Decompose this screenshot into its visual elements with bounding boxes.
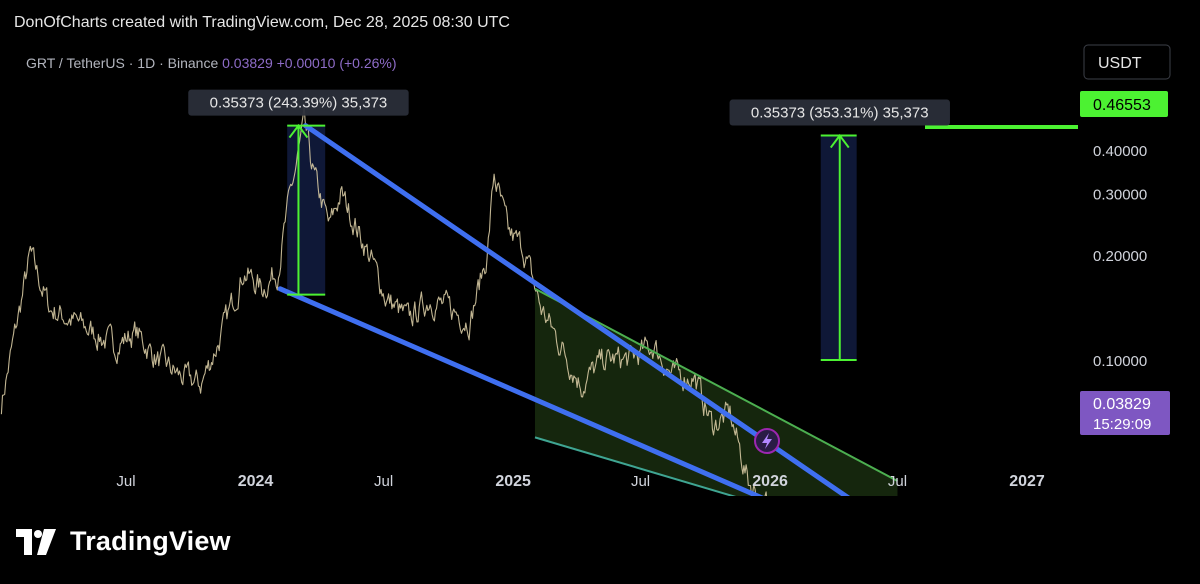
price-series-line <box>0 105 768 496</box>
x-tick-label: 2025 <box>495 473 531 490</box>
measurement-label-1: 0.35373 (243.39%) 35,373 <box>210 95 388 112</box>
symbol-interval: 1D <box>137 55 155 71</box>
channel-upper-line <box>534 287 898 482</box>
y-tick-label: 0.40000 <box>1093 143 1147 160</box>
footer-branding: TradingView <box>16 526 231 557</box>
target-price-label: 0.46553 <box>1080 91 1168 117</box>
plot-layer <box>0 105 898 496</box>
wedge-upper-trendline <box>302 123 851 496</box>
price-countdown: 15:29:09 <box>1093 416 1151 433</box>
symbol-exchange: Binance <box>168 55 219 71</box>
x-axis: Jul 2024 Jul 2025 Jul 2026 Jul 2027 <box>116 473 1044 490</box>
x-tick-label: 2024 <box>238 473 274 490</box>
current-price-value: 0.03829 <box>1093 396 1151 413</box>
wedge-lower-trendline <box>277 286 764 496</box>
x-tick-label: Jul <box>631 473 650 490</box>
measurement-label-2: 0.35373 (353.31%) 35,373 <box>751 105 929 122</box>
symbol-price: 0.03829 <box>222 55 273 71</box>
price-chart[interactable]: GRT / TetherUS · 1D · Binance 0.03829 +0… <box>0 38 1200 496</box>
x-tick-label: Jul <box>888 473 907 490</box>
channel-lower-line <box>534 436 737 496</box>
channel-fill <box>534 288 898 496</box>
current-price-label: 0.03829 15:29:09 <box>1080 391 1170 435</box>
tradingview-logo-icon <box>16 528 56 555</box>
measurement-label-box-2 <box>729 99 950 126</box>
x-tick-label: 2027 <box>1009 473 1045 490</box>
symbol-pair-name: GRT / TetherUS <box>26 55 125 71</box>
measurement-box-1 <box>287 125 326 295</box>
symbol-change-pct: (+0.26%) <box>339 55 396 71</box>
tradingview-brand: TradingView <box>70 526 231 556</box>
y-tick-label: 0.30000 <box>1093 187 1147 204</box>
x-tick-label: Jul <box>374 473 393 490</box>
replay-lightning-icon[interactable] <box>754 428 780 454</box>
symbol-change: +0.00010 <box>277 55 336 71</box>
chart-attribution: DonOfCharts created with TradingView.com… <box>14 14 510 31</box>
measurement-label-box-1 <box>188 89 409 116</box>
y-axis: 0.40000 0.30000 0.20000 0.10000 <box>1093 143 1147 370</box>
target-price-value: 0.46553 <box>1093 97 1151 114</box>
currency-button[interactable]: USDT <box>1083 44 1171 80</box>
currency-label: USDT <box>1098 55 1142 72</box>
symbol-pair: GRT / TetherUS · 1D · Binance 0.03829 +0… <box>26 55 397 71</box>
x-tick-label: 2026 <box>752 473 788 490</box>
y-tick-label: 0.10000 <box>1093 353 1147 370</box>
x-tick-label: Jul <box>116 473 135 490</box>
measurement-box-2 <box>820 135 857 360</box>
y-tick-label: 0.20000 <box>1093 248 1147 265</box>
